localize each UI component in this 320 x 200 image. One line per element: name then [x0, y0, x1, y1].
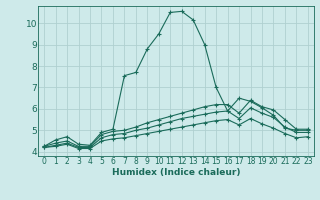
X-axis label: Humidex (Indice chaleur): Humidex (Indice chaleur) — [112, 168, 240, 177]
